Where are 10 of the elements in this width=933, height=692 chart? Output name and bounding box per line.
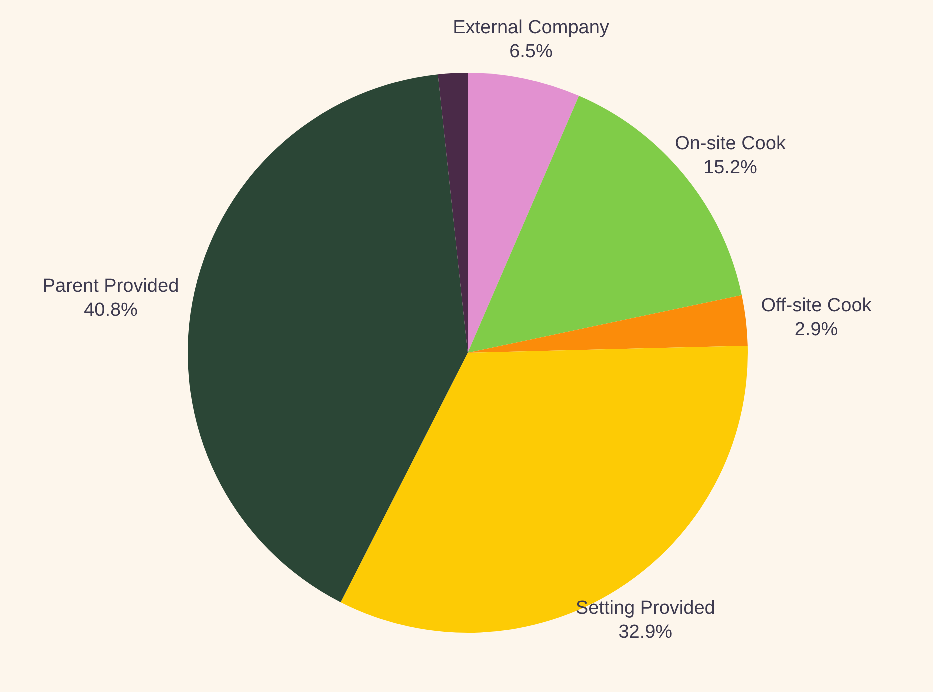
slice-label: External Company [453, 17, 610, 38]
data-label: 2.9% [794, 320, 838, 341]
data-label: 6.5% [510, 41, 553, 62]
data-label: 15.2% [704, 157, 758, 178]
slice-label: On-site Cook [675, 133, 786, 154]
slice-label: Parent Provided [42, 276, 180, 297]
slice-label: Setting Provided [576, 598, 716, 619]
data-label: 32.9% [618, 622, 673, 643]
slice-label: Off-site Cook [761, 296, 872, 317]
data-label: 40.8% [84, 300, 138, 321]
